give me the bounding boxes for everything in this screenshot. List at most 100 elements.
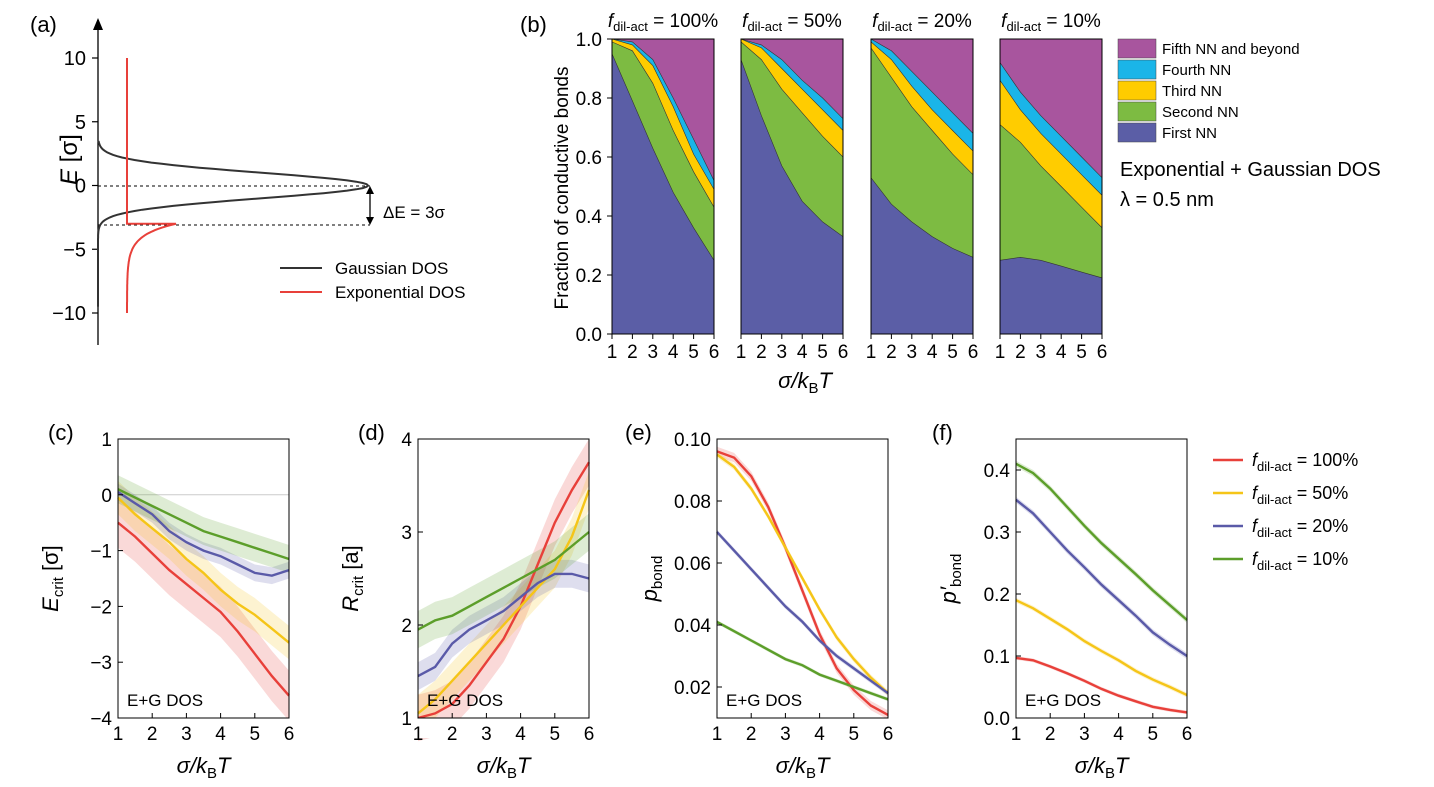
ytick-label: 0.04 [674, 616, 711, 637]
legend-f10-label: fdil-act = 10% [1252, 549, 1348, 573]
xtick-label: 4 [215, 724, 226, 745]
mask-top [715, 400, 890, 439]
panel-b-xtick-label: 5 [947, 342, 958, 363]
f10-series-line [1015, 462, 1188, 621]
title-value: = 10% [1041, 11, 1101, 32]
panel-a-dos: 10 5 0 −5 −10 E [σ] ΔE = 3σ Gaussian DOS Exp… [52, 18, 465, 345]
panel-b-xtick-label: 3 [648, 342, 659, 363]
panel-b-ytick-label: 0.8 [576, 89, 602, 110]
ytick-label: −2 [90, 597, 112, 618]
f50-uncertainty-band [118, 480, 289, 660]
xtick-label: 5 [1148, 724, 1159, 745]
f20-series-line [417, 572, 590, 678]
f20-uncertainty-band [118, 483, 289, 585]
legend-swatch [1117, 38, 1157, 59]
ylabel-main: R [338, 596, 363, 612]
panel-a-tick-label: 10 [64, 48, 86, 70]
ytick-label: 1 [101, 430, 112, 451]
panel-e-chart: 0.100.080.060.040.021 2 3 4 5 6E+G DOSσ/kBTpb… [637, 400, 893, 782]
title-value: = 100% [648, 11, 718, 32]
xlabel-main: σ/k [1075, 753, 1106, 778]
legend-swatch [1117, 80, 1157, 101]
xlabel: σ/kBT [177, 753, 232, 782]
panel-b-ytick-label: 0.4 [576, 207, 603, 228]
ytick-label: 1 [401, 709, 412, 730]
xtick-label: 5 [250, 724, 261, 745]
ytick-label: 0 [101, 486, 112, 507]
legend-label: Fifth NN and beyond [1162, 41, 1300, 58]
f50-series-line [716, 453, 889, 695]
legend-f50-label: fdil-act = 50% [1252, 483, 1348, 507]
panel-b-xtick-label: 1 [866, 342, 877, 363]
panel-b-xlabel: σ/kBT [778, 368, 833, 397]
f50-uncertainty-band [418, 471, 589, 732]
f10-series-line [417, 531, 590, 631]
legend-sub: dil-act [1257, 525, 1292, 540]
f10-uncertainty-band [118, 475, 289, 573]
panel-b-xtick-label: 2 [756, 342, 767, 363]
f20-series-line [1015, 498, 1188, 658]
ylabel-sub: bond [948, 554, 965, 587]
legend-swatch [1117, 122, 1157, 143]
panel-b-subplot-title: fdil-act = 100% [608, 11, 718, 34]
panel-b-frame [740, 38, 844, 335]
mask-bottom [1014, 718, 1189, 738]
panel-d-chart: 4 3 2 11 2 3 4 5 6 E+G DOS σ/kBT Rcrit [a] [338, 400, 594, 782]
f50-uncertainty-band [717, 451, 888, 697]
f20-series-line [716, 531, 889, 695]
panel-b-xtick-label: 2 [886, 342, 897, 363]
title-f: f [608, 11, 615, 32]
legend-value: = 10% [1292, 549, 1349, 569]
panel-b-annotation-dos: Exponential + Gaussian DOS [1120, 159, 1381, 181]
panel-b-ytick-label: 0.6 [576, 148, 602, 169]
xtick-label: 4 [515, 724, 526, 745]
title-f: f [872, 11, 879, 32]
ylabel-sub: crit [50, 576, 67, 597]
panel-b-ytick-label: 0.2 [576, 266, 602, 287]
legend-value: = 100% [1292, 450, 1359, 470]
xlabel-end: T [1115, 753, 1130, 778]
delta-e-arrow-head-up [366, 186, 374, 194]
panel-b-xtick-label: 4 [797, 342, 808, 363]
xtick-label: 2 [1045, 724, 1056, 745]
panel-label-e: (e) [625, 420, 652, 445]
legend-f: f [1252, 483, 1259, 503]
xtick-label: 3 [780, 724, 791, 745]
xtick-label: 1 [413, 724, 424, 745]
ylabel-unit: [σ] [38, 545, 63, 577]
legend-value: = 50% [1292, 483, 1349, 503]
f50-series-line [417, 489, 591, 715]
xlabel: σ/kBT [1075, 753, 1130, 782]
ylabel: Rcrit [a] [338, 545, 367, 611]
legend-gaussian-label: Gaussian DOS [335, 259, 448, 278]
xtick-label: 3 [1079, 724, 1090, 745]
f100-uncertainty-band [118, 497, 289, 721]
f-dil-act-legend: fdil-act = 100%fdil-act = 50%fdil-act = … [1213, 450, 1358, 573]
panel-b-xtick-label: 6 [968, 342, 979, 363]
legend-f100-label: fdil-act = 100% [1252, 450, 1358, 474]
panel-b-xtick-label: 2 [627, 342, 638, 363]
xtick-label: 2 [447, 724, 458, 745]
delta-e-arrow-head-down [366, 217, 374, 225]
legend-sub: dil-act [1257, 492, 1292, 507]
legend-label: Second NN [1162, 104, 1239, 121]
panel-frame [117, 438, 290, 719]
panel-frame [417, 438, 590, 719]
xtick-label: 3 [181, 724, 192, 745]
xtick-label: 2 [746, 724, 757, 745]
ytick-label: 0.06 [674, 554, 711, 575]
mask-top [416, 400, 591, 439]
panel-a-tick-label: 5 [75, 112, 86, 134]
ytick-label: 0.02 [674, 678, 711, 699]
title-value: = 50% [782, 11, 842, 32]
xtick-label: 6 [584, 724, 595, 745]
legend-sub: dil-act [1257, 558, 1292, 573]
f100-series-line [1015, 656, 1188, 714]
gaussian-dos-curve [97, 140, 370, 307]
xlabel-end: T [517, 753, 532, 778]
xlabel: σ/kBT [477, 753, 532, 782]
ytick-label: 4 [401, 430, 412, 451]
f100-uncertainty-band [418, 439, 589, 742]
